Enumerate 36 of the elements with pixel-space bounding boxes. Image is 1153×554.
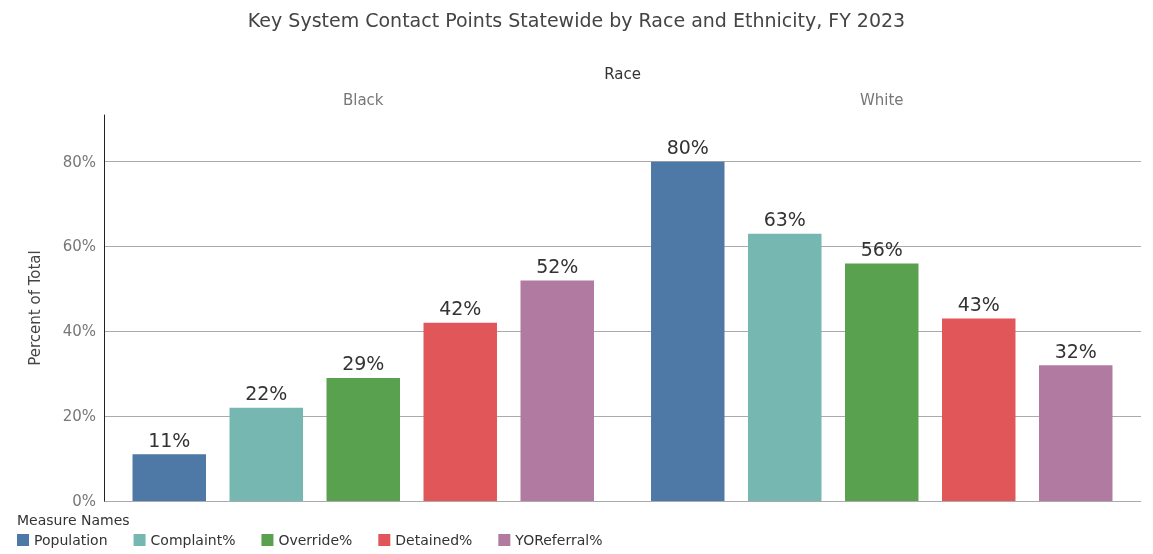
legend-label: Population <box>34 532 108 548</box>
legend-label: YOReferral% <box>514 532 603 548</box>
bar <box>326 377 400 501</box>
x-tick-label: Black <box>342 90 384 109</box>
bar <box>651 161 725 501</box>
bar <box>942 318 1016 501</box>
legend-title: Measure Names <box>17 512 130 528</box>
bar <box>132 454 206 501</box>
data-label: 42% <box>439 297 482 320</box>
x-axis-title: Race <box>604 64 641 83</box>
data-label: 52% <box>536 254 579 277</box>
data-label: 29% <box>342 352 385 375</box>
bar <box>423 322 497 501</box>
bar <box>520 280 594 501</box>
data-label: 32% <box>1054 339 1097 362</box>
y-tick-label: 0% <box>72 492 96 510</box>
bar <box>1039 365 1113 501</box>
y-tick-label: 80% <box>62 152 96 171</box>
bar <box>229 407 303 501</box>
data-label: 22% <box>245 382 288 405</box>
chart-title: Key System Contact Points Statewide by Race and Ethnicity, FY 2023 <box>247 8 906 31</box>
data-label: 56% <box>860 237 903 260</box>
legend-label: Complaint% <box>150 532 236 548</box>
data-label: 43% <box>957 293 1000 316</box>
data-label: 80% <box>666 136 709 159</box>
bar <box>748 233 822 501</box>
legend-label: Override% <box>278 532 353 548</box>
legend-label: Detained% <box>395 532 473 548</box>
x-tick-label: White <box>859 90 904 109</box>
y-axis-title: Percent of Total <box>25 250 44 366</box>
data-label: 11% <box>148 428 191 451</box>
y-tick-label: 60% <box>62 237 96 256</box>
y-tick-label: 40% <box>62 322 96 341</box>
data-label: 63% <box>763 208 806 231</box>
bar <box>845 263 919 501</box>
y-tick-label: 20% <box>62 407 96 426</box>
